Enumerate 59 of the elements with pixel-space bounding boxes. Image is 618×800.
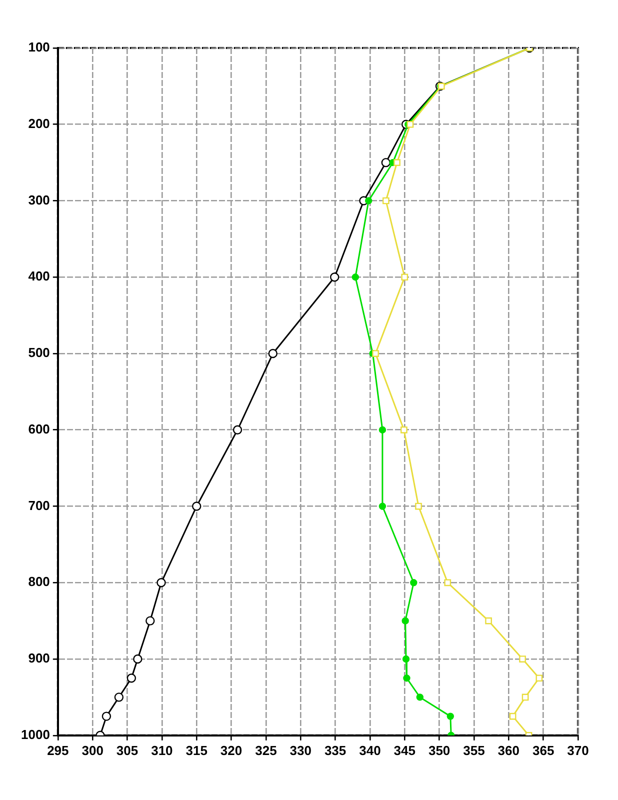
x-tick-label: 315: [186, 742, 208, 758]
point: [415, 502, 422, 510]
y-tick-label: 800: [28, 574, 50, 590]
x-tick-label: 305: [116, 742, 138, 758]
x-tick-label: 300: [82, 742, 104, 758]
point: [146, 616, 155, 626]
y-tick-label: 1000: [21, 726, 50, 742]
point: [102, 712, 112, 721]
point: [192, 502, 202, 511]
point: [372, 350, 379, 357]
y-tick-label: 500: [28, 345, 50, 360]
point: [378, 502, 386, 510]
point: [519, 656, 526, 662]
point: [381, 158, 391, 168]
y-tick-label: 400: [28, 268, 50, 284]
x-tick-label: 340: [359, 742, 381, 758]
point: [364, 197, 372, 204]
x-tick-label: 320: [220, 742, 242, 758]
point: [382, 197, 390, 204]
y-tick-label: 700: [28, 498, 50, 513]
point: [268, 348, 278, 358]
x-tick-label: 335: [324, 742, 346, 758]
point: [378, 426, 386, 434]
y-tick-label: 100: [28, 40, 50, 55]
point: [330, 272, 340, 282]
point: [446, 712, 454, 720]
x-tick-label: 355: [463, 742, 485, 758]
point: [485, 617, 492, 624]
point: [444, 579, 452, 586]
y-tick-label: 600: [28, 421, 50, 436]
x-tick-label: 360: [498, 742, 520, 758]
point: [416, 694, 424, 701]
point: [410, 579, 418, 586]
point: [400, 426, 408, 434]
y-tick-label: 200: [28, 116, 50, 131]
point: [522, 694, 529, 701]
point: [402, 655, 410, 663]
point: [403, 674, 410, 682]
point: [509, 712, 516, 720]
point: [352, 274, 360, 281]
point: [156, 578, 166, 588]
point: [402, 617, 409, 624]
x-tick-label: 350: [428, 742, 450, 758]
point: [133, 654, 142, 664]
point: [232, 425, 242, 434]
x-tick-label: 295: [47, 742, 69, 758]
point: [401, 274, 408, 281]
y-tick-label: 900: [28, 650, 50, 666]
x-tick-label: 345: [394, 742, 416, 758]
x-tick-label: 365: [532, 742, 554, 758]
y-tick-label: 300: [28, 192, 50, 208]
x-tick-label: 325: [255, 742, 277, 758]
x-tick-label: 330: [290, 742, 312, 758]
x-tick-label: 310: [151, 742, 173, 758]
point: [536, 674, 543, 682]
point: [126, 674, 136, 683]
point: [114, 692, 124, 702]
point: [394, 159, 400, 166]
x-tick-label: 370: [567, 742, 589, 758]
